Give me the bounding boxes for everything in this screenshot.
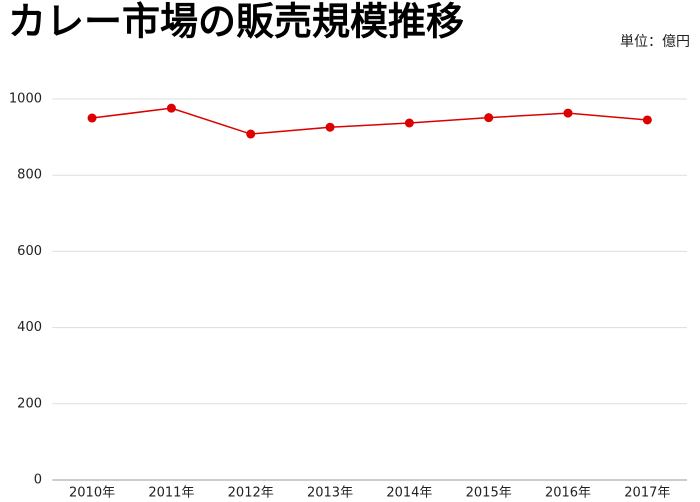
x-tick-label: 2017年 [624, 486, 670, 501]
data-point [404, 118, 414, 128]
x-tick-label: 2015年 [466, 486, 512, 501]
y-tick-label: 400 [17, 320, 42, 335]
data-point [642, 115, 652, 125]
x-tick-label: 2014年 [386, 486, 432, 501]
data-point [166, 103, 176, 113]
unit-label: 単位：億円 [620, 34, 690, 50]
data-point [87, 113, 97, 123]
data-point [325, 122, 335, 132]
y-tick-label: 0 [34, 473, 42, 488]
x-tick-label: 2016年 [545, 486, 591, 501]
data-point [484, 113, 494, 123]
x-tick-label: 2013年 [307, 486, 353, 501]
y-tick-label: 600 [17, 244, 42, 259]
data-point [563, 108, 573, 118]
x-tick-label: 2010年 [69, 486, 115, 501]
series-line [91, 107, 648, 135]
data-point [246, 129, 256, 139]
y-tick-label: 800 [17, 168, 42, 183]
chart-title: カレー市場の販売規模推移 [8, 0, 464, 44]
y-tick-label: 1000 [9, 92, 42, 107]
y-tick-label: 200 [17, 396, 42, 411]
x-tick-label: 2012年 [228, 486, 274, 501]
x-tick-label: 2011年 [148, 486, 194, 501]
